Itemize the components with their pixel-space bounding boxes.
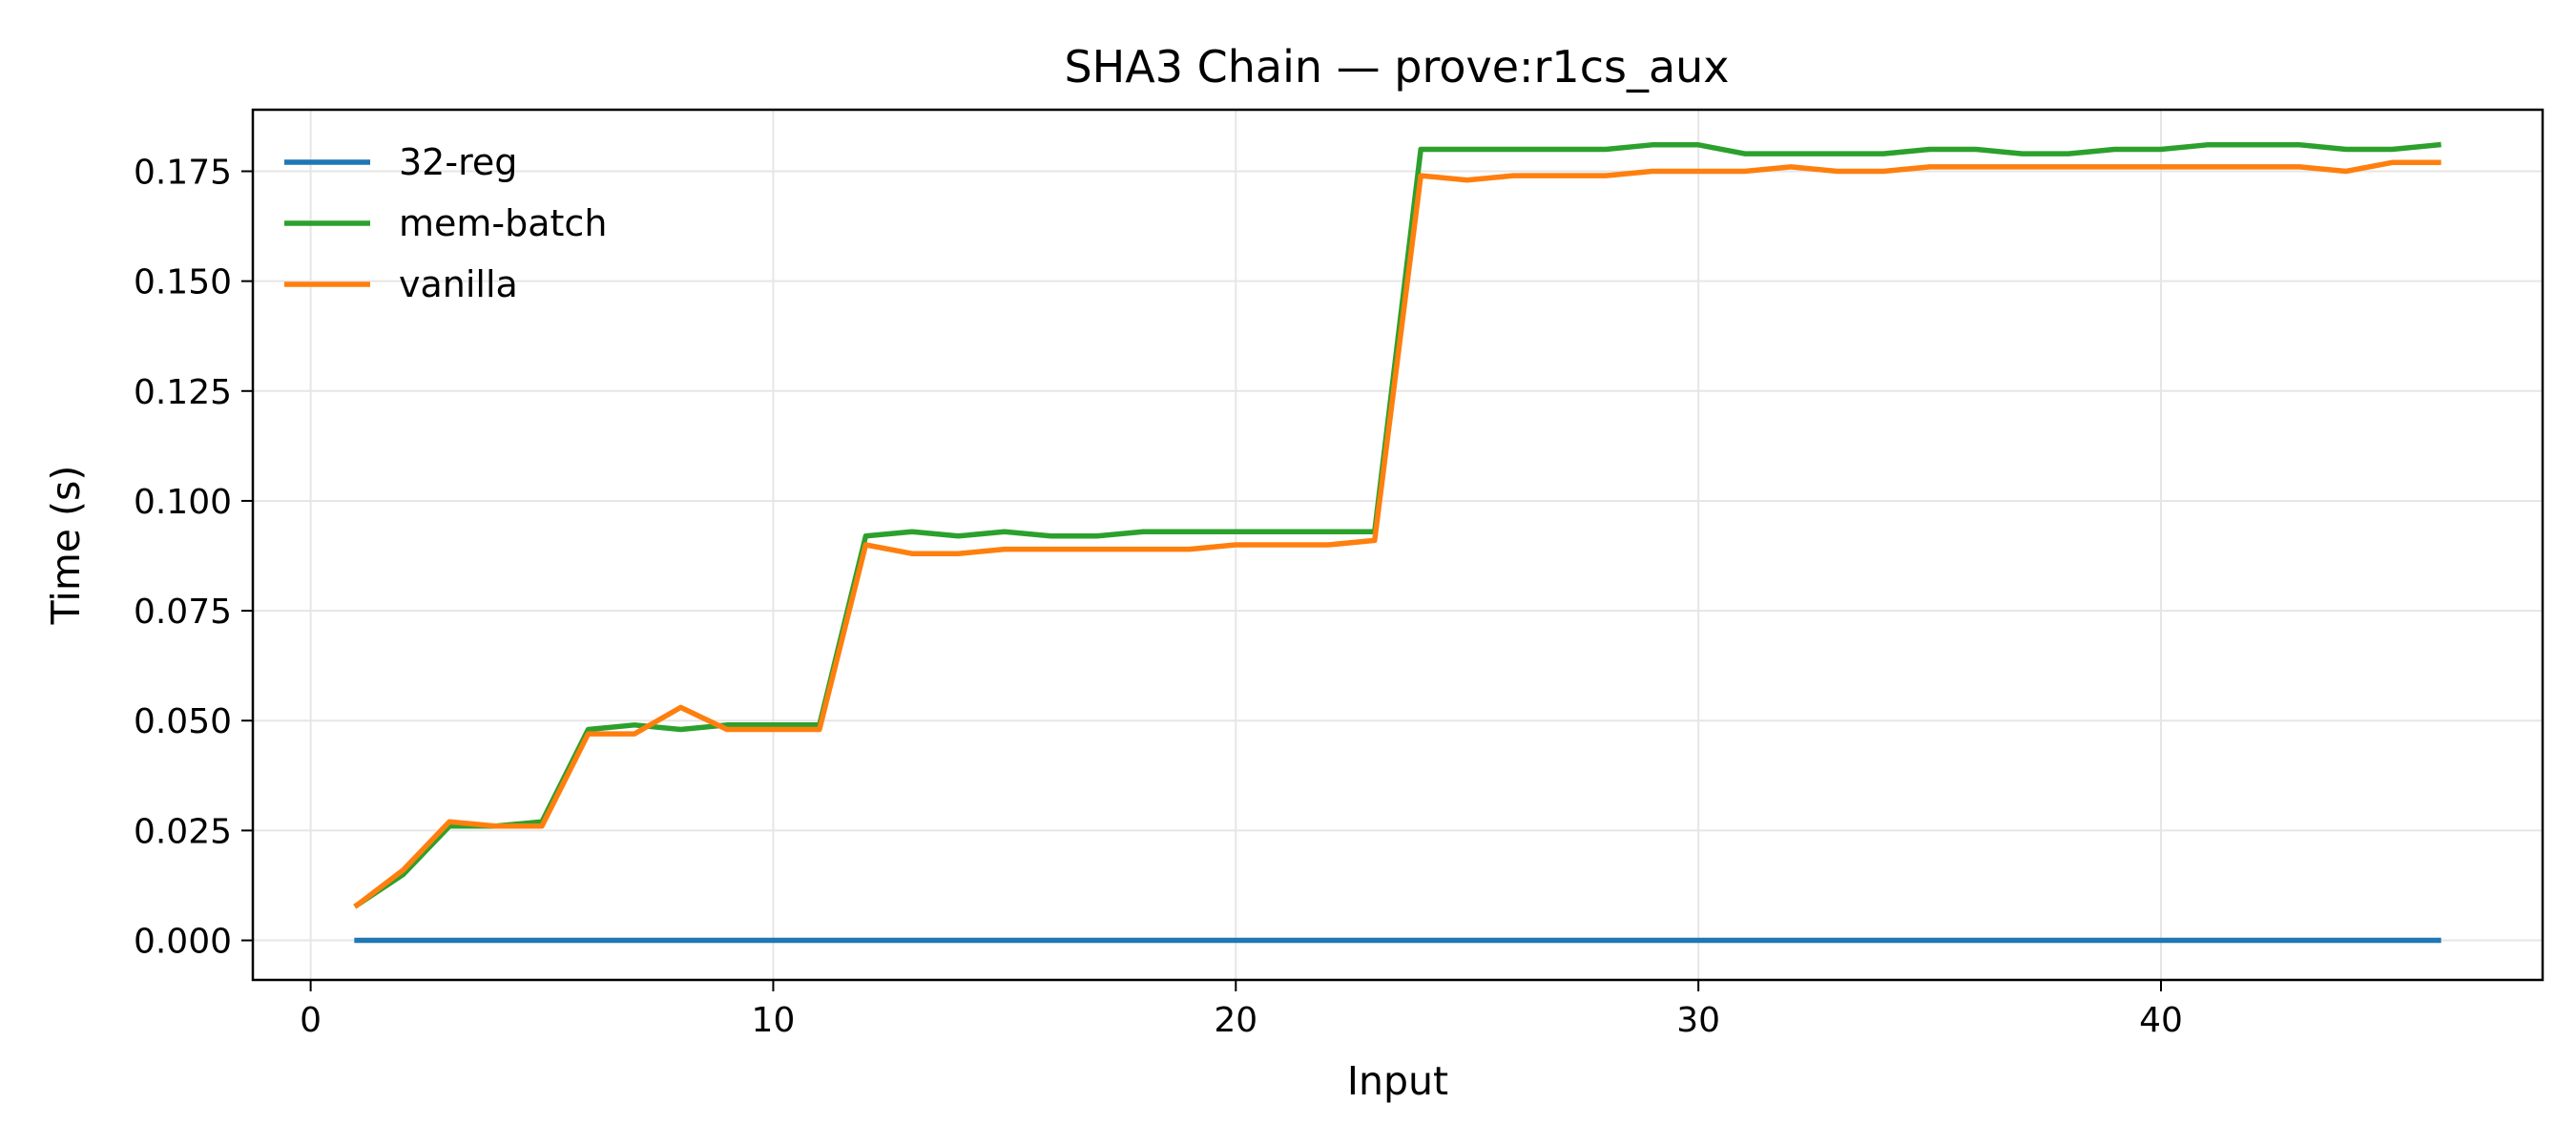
y-axis-title: Time (s)	[43, 466, 89, 626]
chart-title: SHA3 Chain — prove:r1cs_aux	[1064, 41, 1729, 93]
y-tick-label: 0.100	[134, 483, 232, 522]
x-tick-label: 0	[300, 1001, 322, 1040]
x-axis-title: Input	[1347, 1058, 1448, 1104]
x-tick-label: 30	[1676, 1001, 1720, 1040]
series-line-vanilla	[353, 159, 2441, 909]
y-tick-label: 0.125	[134, 373, 232, 412]
legend: 32-reg mem-batch vanilla	[284, 141, 607, 305]
y-tick-label: 0.000	[134, 923, 232, 962]
y-tick-label: 0.025	[134, 812, 232, 851]
y-tick-label: 0.050	[134, 702, 232, 741]
y-axis: 0.000 0.025 0.050 0.075 0.100 0.125 0.150 0.175	[134, 153, 253, 962]
plot-frame	[251, 108, 2545, 982]
x-tick-label: 20	[1214, 1001, 1257, 1040]
y-tick-label: 0.075	[134, 593, 232, 632]
legend-label-32-reg: 32-reg	[399, 141, 517, 183]
x-axis: 0 10 20 30 40	[300, 980, 2183, 1040]
series-lines	[353, 141, 2441, 944]
grid	[253, 110, 2543, 980]
legend-label-vanilla: vanilla	[399, 263, 518, 305]
y-tick-label: 0.150	[134, 263, 232, 302]
legend-label-mem-batch: mem-batch	[399, 202, 607, 244]
x-tick-label: 40	[2139, 1001, 2183, 1040]
x-tick-label: 10	[752, 1001, 796, 1040]
y-tick-label: 0.175	[134, 153, 232, 192]
